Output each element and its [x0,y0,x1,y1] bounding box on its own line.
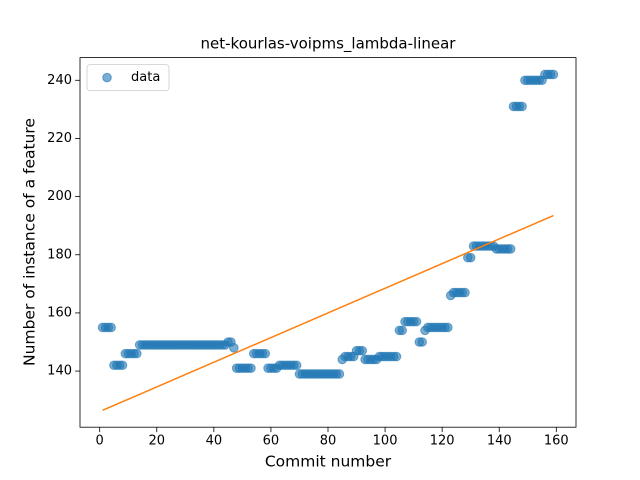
y-tick-label: 160 [47,305,72,320]
legend-box [86,64,170,91]
data-point [106,322,116,333]
x-tick-label: 120 [430,434,455,449]
data-point [131,348,142,359]
data-point [397,325,408,336]
chart-title: net-kourlas-voipms_lambda-linear [201,35,457,54]
data-point [460,287,470,298]
data-point [260,348,271,359]
data-point [505,244,516,254]
data-point [246,363,256,373]
data-point [117,360,128,371]
data-point [548,69,559,80]
x-tick-label: 60 [263,434,280,449]
y-axis-label: Number of instance of a feature [21,118,39,366]
data-point [334,369,345,379]
data-point [411,316,422,327]
data-point [229,343,239,353]
y-tick-label: 180 [47,247,72,262]
x-tick-label: 80 [320,434,337,449]
plot-frame [79,57,577,428]
x-axis-label: Commit number [265,453,392,471]
legend-marker [102,72,112,83]
x-tick-label: 160 [544,434,569,449]
x-tick-label: 100 [373,434,398,449]
data-point [391,351,402,362]
data-point [357,345,368,356]
y-tick-label: 200 [47,189,72,204]
x-tick-label: 40 [206,434,223,449]
data-point [517,101,527,112]
y-tick-label: 240 [47,73,72,88]
x-tick-label: 20 [148,434,165,449]
data-point [291,360,302,371]
fit-line [102,214,554,412]
y-tick-label: 140 [47,364,72,379]
x-tick-label: 140 [487,434,512,449]
x-tick-label: 0 [96,434,104,449]
data-point [417,337,427,347]
data-point [443,322,453,333]
legend-label: data [131,70,160,85]
data-point [465,252,476,263]
y-tick-label: 220 [47,131,72,146]
